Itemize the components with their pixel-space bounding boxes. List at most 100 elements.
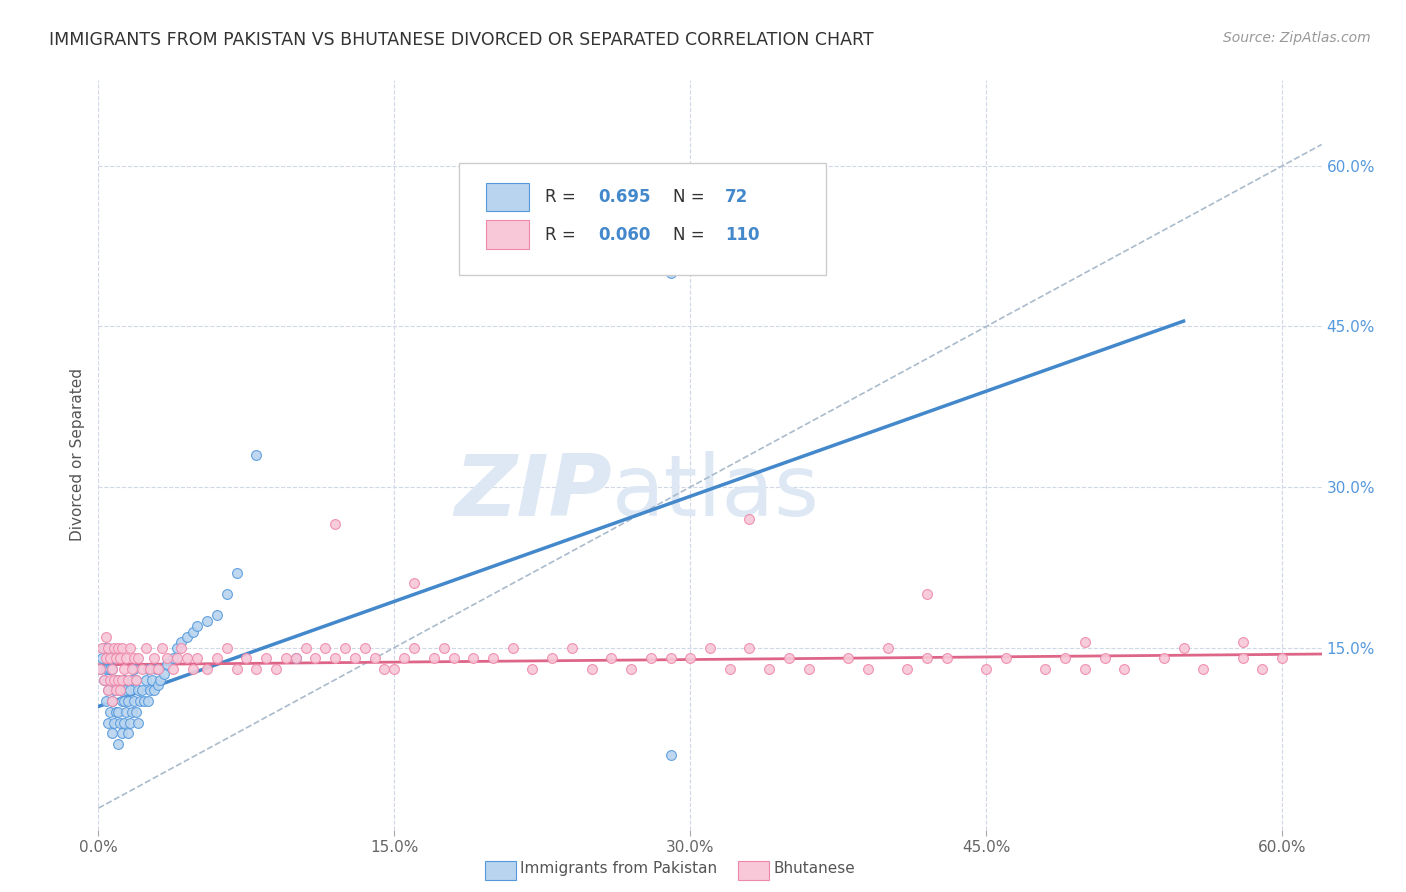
Point [482,651,505,665]
Point [111,673,134,687]
Point [600,651,623,665]
Point [699,640,721,655]
Point [105,673,128,687]
Point [373,662,395,676]
Point [101,726,124,740]
Point [127,651,149,665]
Point [105,683,128,698]
Point [1054,651,1077,665]
Text: Immigrants from Pakistan: Immigrants from Pakistan [520,862,717,876]
Text: ZIP: ZIP [454,450,612,534]
Point [91,640,114,655]
Point [1035,662,1057,676]
Point [149,673,172,687]
Point [108,715,131,730]
Point [112,715,135,730]
Point [974,662,997,676]
Point [121,662,143,676]
Point [205,651,228,665]
Point [162,651,184,665]
Point [1232,635,1254,649]
Point [117,726,139,740]
Point [108,651,131,665]
Point [1173,640,1195,655]
Point [125,705,148,719]
Point [112,673,135,687]
FancyBboxPatch shape [486,220,529,249]
Point [112,694,135,708]
Point [103,640,125,655]
Point [98,673,121,687]
Point [108,683,131,698]
Point [142,683,165,698]
Point [235,651,257,665]
Point [111,726,134,740]
Point [170,640,193,655]
Point [121,673,143,687]
Point [141,673,163,687]
Point [89,662,111,676]
Point [97,662,120,676]
Point [294,640,316,655]
Point [98,705,121,719]
Point [127,715,149,730]
Point [245,662,267,676]
Point [1271,651,1294,665]
Point [107,673,129,687]
Point [738,512,761,526]
Point [136,694,159,708]
Point [117,694,139,708]
Text: R =: R = [546,226,581,244]
Point [225,662,247,676]
Point [541,651,564,665]
Point [108,683,131,698]
Point [170,635,193,649]
Point [254,651,277,665]
Point [363,651,385,665]
Text: 72: 72 [724,188,748,206]
Point [125,673,148,687]
Point [659,266,682,280]
Point [718,662,741,676]
FancyBboxPatch shape [486,183,529,211]
Point [738,640,761,655]
Point [156,651,179,665]
Point [121,705,143,719]
Point [274,651,297,665]
Point [136,662,159,676]
Point [111,694,134,708]
Point [118,683,141,698]
Point [195,614,218,628]
Point [423,651,446,665]
Text: 0.695: 0.695 [599,188,651,206]
Point [856,662,879,676]
Point [117,673,139,687]
Y-axis label: Divorced or Separated: Divorced or Separated [69,368,84,541]
Point [103,715,125,730]
Point [146,678,169,692]
Text: IMMIGRANTS FROM PAKISTAN VS BHUTANESE DIVORCED OR SEPARATED CORRELATION CHART: IMMIGRANTS FROM PAKISTAN VS BHUTANESE DI… [49,31,875,49]
Point [96,662,118,676]
Point [181,624,204,639]
Point [561,640,583,655]
Point [404,576,426,591]
Text: R =: R = [546,188,581,206]
Point [115,683,138,698]
Point [915,587,938,601]
Point [93,640,115,655]
Point [103,673,125,687]
Point [640,651,662,665]
Point [122,651,145,665]
Point [138,662,160,676]
Point [176,651,198,665]
Point [581,662,603,676]
Point [404,640,426,655]
Point [101,662,124,676]
Point [1192,662,1215,676]
Point [115,705,138,719]
Point [304,651,326,665]
Point [135,673,157,687]
Point [105,705,128,719]
Point [145,662,167,676]
Point [778,651,800,665]
